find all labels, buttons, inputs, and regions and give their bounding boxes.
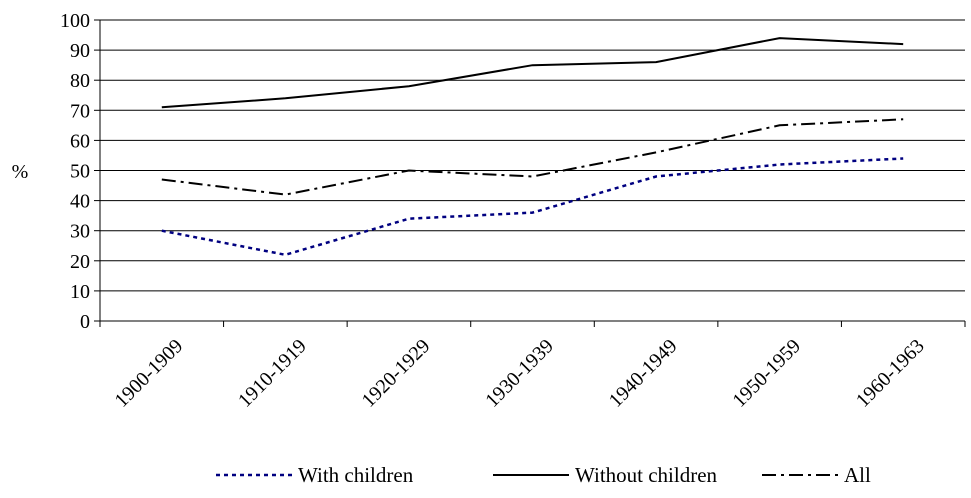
- legend-label: With children: [298, 463, 414, 487]
- legend-label: Without children: [575, 463, 718, 487]
- x-tick-label: 1930-1939: [481, 335, 558, 412]
- x-tick-label: 1910-1919: [234, 335, 311, 412]
- y-tick-label: 30: [70, 221, 90, 243]
- series-line-without-children: [161, 37, 904, 109]
- y-axis-label: %: [12, 161, 29, 183]
- legend-item: Without children: [493, 463, 718, 487]
- legend-item: All: [762, 463, 871, 487]
- y-tick-label: 90: [70, 40, 90, 62]
- y-tick-labels: 0 10 20 30 40 50 60 70 80 90 100: [60, 10, 90, 333]
- series-line-with-children: [161, 157, 904, 257]
- y-tick-label: 10: [70, 281, 90, 303]
- gridlines: [100, 19, 965, 292]
- x-tick-label: 1940-1949: [605, 335, 682, 412]
- y-tick-label: 50: [70, 161, 90, 183]
- y-tick-label: 70: [70, 100, 90, 122]
- x-tick-labels: 1900-1909 1910-1919 1920-1929 1930-1939 1940…: [110, 335, 928, 412]
- y-tick-label: 80: [70, 70, 90, 92]
- axes: [94, 19, 966, 327]
- x-tick-label: 1920-1929: [358, 335, 435, 412]
- y-tick-label: 100: [60, 10, 90, 32]
- y-tick-label: 40: [70, 191, 90, 213]
- y-tick-label: 60: [70, 130, 90, 152]
- x-tick-label: 1960-1963: [852, 335, 929, 412]
- legend-label: All: [844, 463, 871, 487]
- series-lines: [161, 37, 904, 257]
- x-tick-label: 1900-1909: [110, 335, 187, 412]
- legend: With children Without children All: [216, 463, 871, 487]
- legend-item: With children: [216, 463, 414, 487]
- x-tick-label: 1950-1959: [728, 335, 805, 412]
- y-tick-label: 20: [70, 251, 90, 273]
- series-line-all: [161, 118, 904, 196]
- y-tick-label: 0: [80, 311, 90, 333]
